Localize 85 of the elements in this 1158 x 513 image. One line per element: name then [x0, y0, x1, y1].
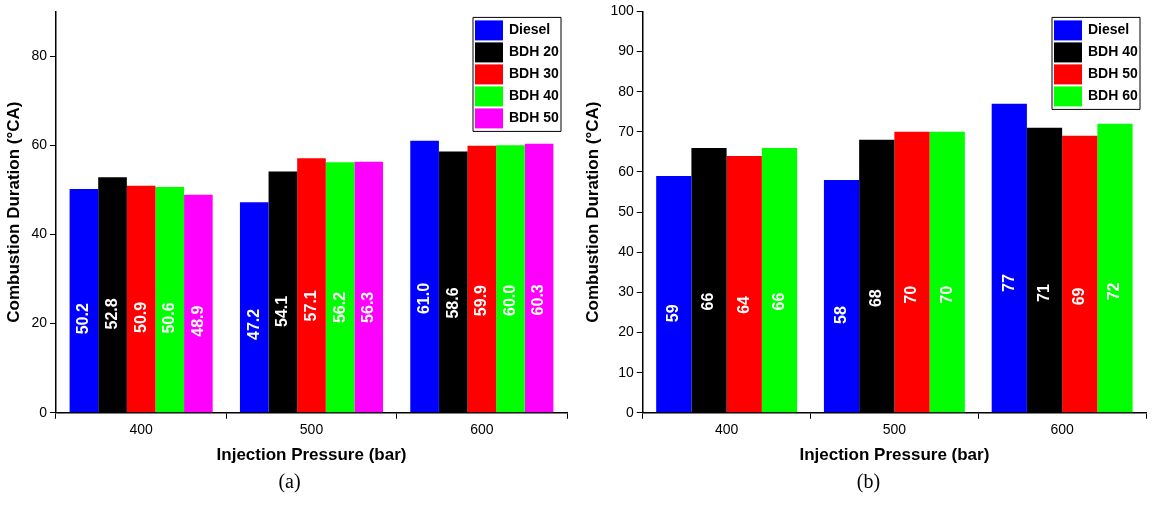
- bar: [823, 179, 860, 413]
- data-label: 72: [1105, 282, 1123, 301]
- data-label: 47.2: [244, 308, 262, 340]
- legend-label: BDH 30: [509, 65, 560, 82]
- bar: [325, 162, 355, 413]
- legend-label: BDH 50: [1088, 65, 1139, 82]
- x-tick-label: 600: [1050, 421, 1075, 438]
- data-label: 60.3: [529, 284, 547, 316]
- y-tick-label: 90: [618, 42, 634, 59]
- x-tick-label: 400: [129, 421, 154, 438]
- data-label: 48.9: [188, 305, 206, 337]
- text: (b): [855, 470, 882, 495]
- data-label: 66: [699, 292, 717, 311]
- legend-label: BDH 40: [1088, 43, 1139, 60]
- y-tick-label: 100: [610, 2, 634, 19]
- bar: [1097, 123, 1133, 413]
- data-label: 59.9: [472, 284, 490, 317]
- bar: [239, 202, 269, 413]
- y-tick-label: 80: [31, 46, 48, 63]
- data-label: 61.0: [415, 282, 432, 315]
- data-label: 52.8: [102, 298, 120, 330]
- data-label: 50.6: [160, 302, 178, 334]
- data-label: 70: [902, 285, 920, 304]
- bar: [184, 194, 213, 413]
- bar: [991, 103, 1027, 413]
- x-tick-label: 500: [299, 421, 324, 438]
- legend-label: Diesel: [1088, 21, 1130, 38]
- data-label: 64: [734, 295, 752, 314]
- x-axis-title: Injection Pressure (bar): [799, 445, 990, 465]
- data-label: 50.9: [131, 301, 149, 334]
- bar: [69, 188, 99, 413]
- legend-label: BDH 50: [509, 109, 560, 126]
- legend-label: BDH 40: [509, 87, 560, 104]
- data-label: 77: [999, 273, 1017, 292]
- text: (a): [277, 470, 302, 495]
- data-label: 70: [937, 285, 955, 304]
- x-tick-label: 400: [714, 421, 739, 438]
- bar: [656, 175, 692, 413]
- bar: [929, 131, 965, 413]
- y-tick-label: 40: [31, 225, 48, 242]
- y-tick-label: 60: [31, 136, 48, 153]
- bar: [726, 155, 762, 413]
- bar: [496, 145, 525, 413]
- x-tick-label: 600: [470, 421, 494, 438]
- y-tick-label: 0: [625, 403, 634, 420]
- y-tick-label: 50: [618, 202, 634, 219]
- y-tick-label: 70: [618, 122, 634, 139]
- x-axis-title: Injection Pressure (bar): [216, 445, 407, 465]
- data-label: 57.1: [301, 290, 319, 322]
- y-tick-label: 20: [31, 314, 48, 331]
- data-label: 50.2: [74, 303, 92, 335]
- legend-label: BDH 60: [1088, 87, 1139, 104]
- bar: [894, 131, 930, 413]
- bar: [297, 158, 326, 413]
- y-tick-label: 30: [618, 283, 634, 300]
- data-label: 58: [831, 306, 849, 324]
- data-label: 56.2: [330, 291, 348, 324]
- data-label: 68: [867, 289, 885, 308]
- bar: [410, 140, 439, 413]
- x-tick-label: 500: [882, 421, 907, 438]
- bar: [761, 147, 798, 413]
- data-label: 66: [769, 292, 787, 311]
- y-tick-label: 20: [618, 323, 634, 340]
- y-tick-label: 10: [618, 363, 634, 380]
- bar: [155, 187, 185, 413]
- data-label: 69: [1070, 287, 1088, 306]
- data-label: 71: [1034, 284, 1052, 302]
- data-label: 56.3: [359, 291, 377, 323]
- y-axis-title: Combustion Duration (°CA): [582, 101, 602, 323]
- y-tick-label: 0: [39, 403, 48, 420]
- legend-label: Diesel: [509, 21, 551, 38]
- y-tick-label: 60: [618, 162, 634, 179]
- data-label: 54.1: [273, 295, 291, 328]
- bar: [467, 145, 497, 413]
- y-axis-title: Combustion Duration (°CA): [3, 101, 23, 323]
- y-tick-label: 80: [618, 82, 634, 99]
- bar: [126, 185, 156, 413]
- bar: [524, 143, 554, 413]
- data-label: 60.0: [500, 284, 518, 316]
- data-label: 59: [664, 304, 682, 323]
- y-tick-label: 40: [618, 243, 634, 260]
- bar: [1062, 135, 1098, 413]
- data-label: 58.6: [443, 287, 461, 319]
- bar: [354, 161, 384, 413]
- legend-label: BDH 20: [509, 43, 560, 60]
